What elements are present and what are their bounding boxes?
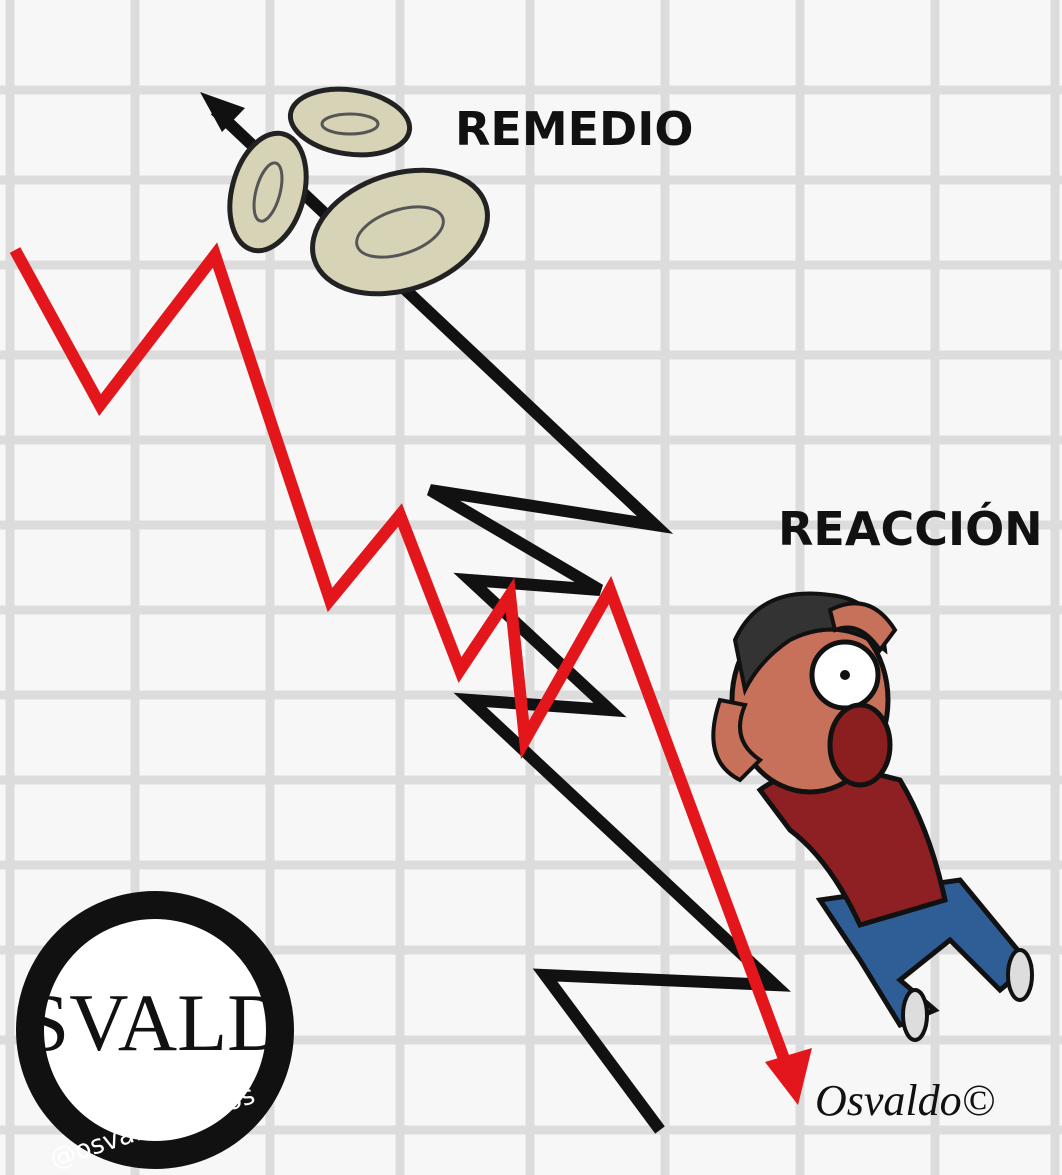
caption-remedio: REMEDIO [455,102,693,156]
caption-reaccion: REACCIÓN [778,502,1043,556]
cartoon: REMEDIO REACCIÓN SVALD @osvaldomonos Osv… [0,0,1062,1175]
logo: SVALD @osvaldomonos [24,905,287,1175]
logo-name: SVALD [24,977,287,1068]
signature: Osvaldo© [815,1076,995,1125]
